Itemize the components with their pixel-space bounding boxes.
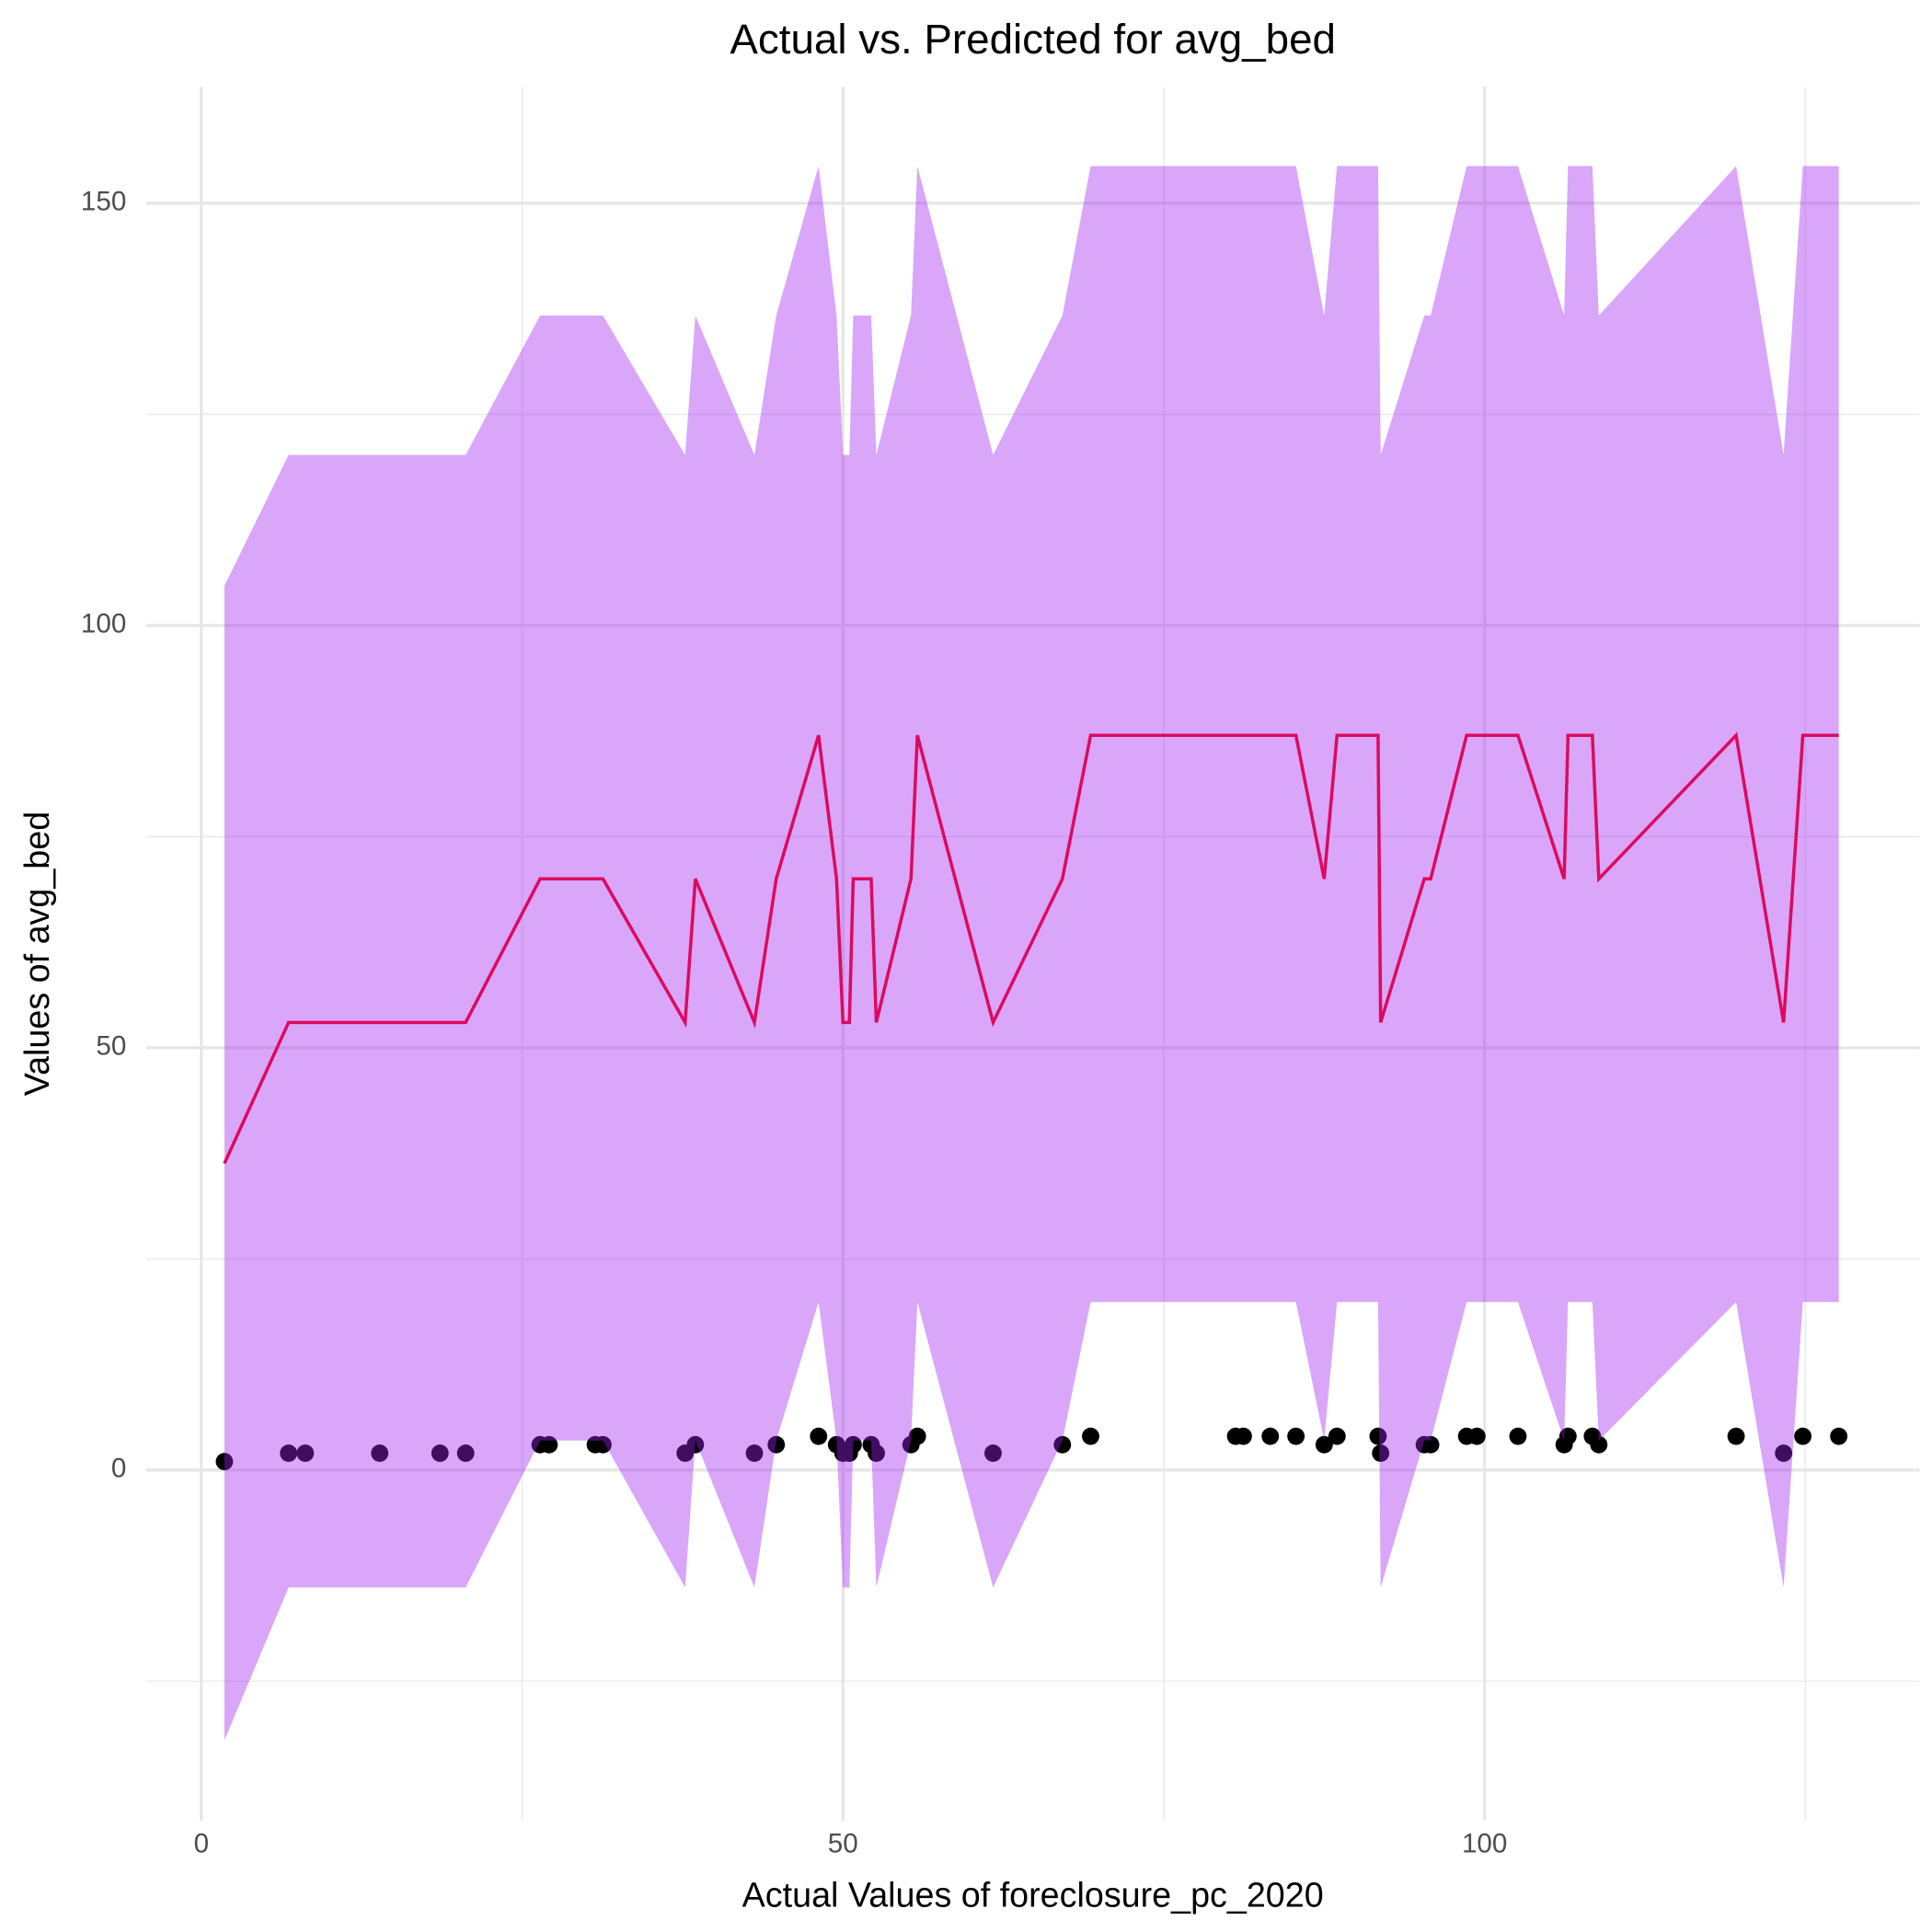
- data-point: [1558, 1427, 1577, 1445]
- data-point: [593, 1435, 612, 1454]
- y-tick-label: 50: [96, 1031, 126, 1062]
- data-point: [984, 1444, 1002, 1462]
- data-point: [1727, 1427, 1745, 1445]
- data-point: [1082, 1427, 1099, 1445]
- predicted-line: [223, 731, 1839, 1165]
- data-point: [1509, 1427, 1527, 1445]
- data-point: [1328, 1427, 1346, 1445]
- data-point: [1235, 1427, 1252, 1445]
- data-point: [371, 1444, 389, 1462]
- data-point: [686, 1435, 705, 1454]
- data-point: [431, 1444, 449, 1462]
- prediction-interval: [224, 166, 1839, 1741]
- data-point: [1775, 1444, 1793, 1462]
- data-point: [1421, 1435, 1440, 1454]
- data-point: [767, 1435, 786, 1454]
- data-point: [215, 1453, 234, 1471]
- data-point: [456, 1444, 475, 1462]
- data-point: [1369, 1427, 1387, 1445]
- data-point: [1053, 1435, 1072, 1454]
- x-axis-label: Actual Values of foreclosure_pc_2020: [742, 1875, 1324, 1914]
- y-tick-label: 150: [81, 187, 126, 217]
- y-tick-label: 100: [81, 609, 126, 639]
- data-point: [1794, 1427, 1812, 1445]
- data-point: [1315, 1435, 1333, 1454]
- data-point: [868, 1444, 885, 1462]
- data-point: [908, 1427, 926, 1445]
- data-point: [1261, 1427, 1280, 1445]
- data-point: [1830, 1427, 1848, 1445]
- x-tick-label: 100: [1462, 1829, 1507, 1859]
- data-point: [296, 1444, 315, 1462]
- data-point: [745, 1444, 764, 1462]
- data-point: [1372, 1444, 1390, 1462]
- x-tick-label: 0: [194, 1829, 209, 1859]
- y-axis-label: Values of avg_bed: [17, 811, 56, 1096]
- data-point: [1287, 1427, 1305, 1445]
- data-point: [1467, 1427, 1486, 1445]
- chart-title: Actual vs. Predicted for avg_bed: [730, 16, 1336, 63]
- data-point: [810, 1427, 828, 1445]
- y-tick-label: 0: [111, 1454, 126, 1484]
- data-point: [280, 1444, 298, 1462]
- data-point: [540, 1435, 558, 1454]
- data-point: [1590, 1435, 1608, 1454]
- x-tick-label: 50: [828, 1829, 858, 1859]
- data-point: [844, 1435, 862, 1454]
